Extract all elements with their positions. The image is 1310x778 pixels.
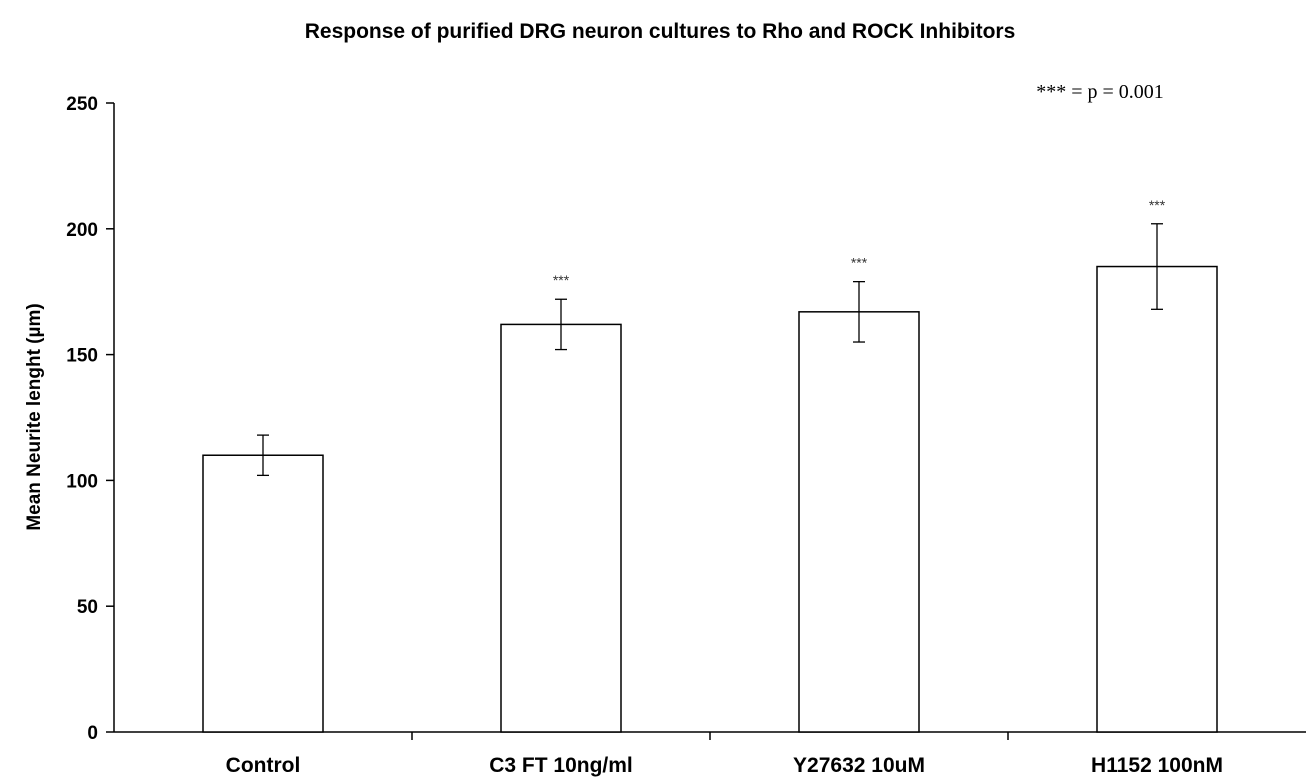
bars: *** *** *** [202,197,1218,733]
significance-note: *** = p = 0.001 [1036,81,1164,103]
y-axis-label: Mean Neurite lenght (µm) [24,303,45,530]
significance-marker: *** [553,272,570,288]
bar [798,311,920,733]
y-tick-label: 150 [66,346,98,367]
y-tick-label: 0 [87,723,98,744]
x-tick-label: Y27632 10uM [793,754,925,777]
significance-marker: *** [851,255,868,271]
x-ticks: Control C3 FT 10ng/ml Y27632 10uM H1152 100… [226,732,1223,777]
significance-marker: *** [1149,197,1166,213]
y-tick-label: 100 [66,471,98,492]
x-tick-label: C3 FT 10ng/ml [489,754,633,777]
y-tick-label: 50 [77,597,98,618]
y-tick-label: 250 [66,94,98,115]
x-tick-label: Control [226,754,301,777]
y-tick-label: 200 [66,220,98,241]
x-tick-label: H1152 100nM [1091,754,1223,777]
bar [500,323,622,733]
chart-title: Response of purified DRG neuron cultures… [305,20,1016,43]
bar [202,454,324,733]
y-ticks: 0 50 100 150 200 250 [66,94,114,744]
bar [1096,265,1218,733]
